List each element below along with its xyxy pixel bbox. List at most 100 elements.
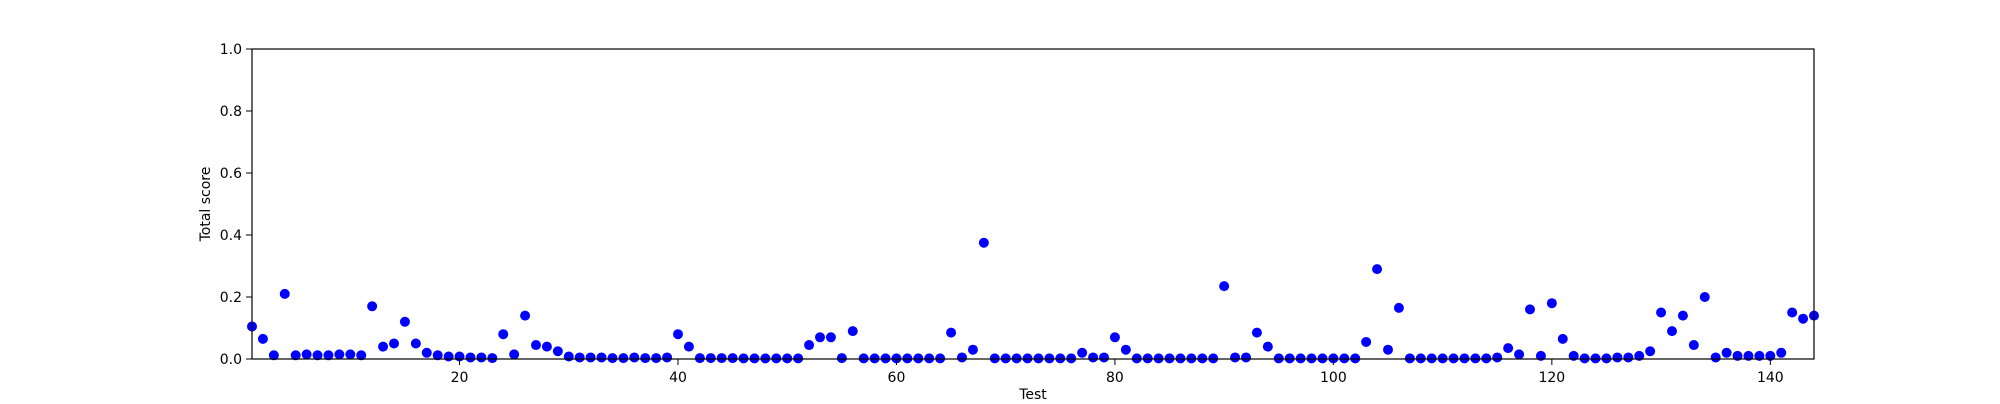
data-point (1131, 353, 1142, 364)
data-point (1667, 326, 1677, 337)
data-point (727, 353, 738, 364)
data-point (345, 349, 356, 360)
data-point (891, 353, 902, 364)
data-point (793, 353, 804, 364)
data-point (268, 350, 279, 361)
data-point (1339, 353, 1350, 364)
data-point (1328, 353, 1339, 364)
y-axis-label: Total score (198, 167, 214, 243)
data-point (1656, 307, 1667, 318)
data-point (443, 351, 454, 362)
data-point (847, 326, 858, 337)
data-point (323, 350, 334, 361)
x-tick-label: 120 (1538, 370, 1565, 386)
data-point (367, 301, 378, 312)
x-tick-label: 40 (669, 370, 687, 386)
data-point (1099, 352, 1109, 363)
data-point (1273, 353, 1284, 364)
data-point (935, 353, 946, 364)
data-point (1372, 264, 1383, 275)
data-point (782, 353, 793, 364)
data-point (760, 353, 771, 364)
data-point (1776, 347, 1787, 358)
data-point (683, 341, 694, 352)
data-point (1295, 353, 1306, 364)
data-point (1721, 347, 1732, 358)
data-point (716, 353, 727, 364)
data-point (1186, 353, 1197, 364)
data-point (1153, 353, 1164, 364)
y-tick-label: 0.2 (220, 290, 242, 306)
data-point (596, 352, 607, 363)
x-axis-label: Test (1018, 387, 1047, 400)
data-point (989, 353, 1000, 364)
data-point (541, 341, 552, 352)
data-point (880, 353, 891, 364)
data-point (1284, 353, 1295, 364)
data-point (1219, 281, 1230, 292)
data-point (1066, 353, 1077, 364)
data-point (1044, 353, 1055, 364)
data-point (1142, 353, 1153, 364)
data-point (389, 338, 399, 349)
data-point (618, 353, 629, 364)
data-point (290, 350, 301, 361)
data-point (825, 332, 836, 343)
data-point (967, 344, 978, 355)
data-point (662, 352, 673, 363)
x-tick-label: 60 (888, 370, 906, 386)
data-point (432, 350, 443, 361)
data-point (1601, 353, 1612, 364)
data-point (1514, 349, 1525, 360)
data-point (836, 353, 847, 364)
data-point (1109, 332, 1120, 343)
data-point (1787, 307, 1798, 318)
data-point (356, 350, 367, 361)
data-points (247, 237, 1819, 364)
data-point (1000, 353, 1011, 364)
data-point (301, 349, 312, 360)
data-point (1197, 353, 1208, 364)
data-point (1055, 353, 1066, 364)
data-point (978, 237, 989, 248)
data-point (869, 353, 880, 364)
data-point (1262, 341, 1273, 352)
data-point (1525, 304, 1535, 315)
x-axis-ticks: 20 40 60 80 100 120 140 (451, 359, 1784, 386)
data-point (1077, 347, 1088, 358)
data-point (421, 347, 432, 358)
plot-frame (251, 48, 1815, 360)
data-point (1426, 353, 1437, 364)
data-point (629, 352, 640, 363)
data-point (1699, 292, 1710, 302)
data-point (815, 332, 825, 343)
data-point (1448, 353, 1459, 364)
data-point (651, 353, 662, 364)
x-tick-label: 20 (451, 370, 469, 386)
data-point (1088, 352, 1099, 363)
data-point (957, 352, 967, 363)
data-point (563, 351, 574, 362)
data-point (1241, 352, 1251, 363)
data-point (574, 352, 585, 363)
data-point (1306, 353, 1317, 364)
data-point (334, 349, 345, 360)
data-point (673, 329, 683, 340)
data-point (1393, 302, 1404, 313)
data-point (1612, 352, 1623, 363)
data-point (1022, 353, 1033, 364)
data-point (257, 333, 268, 344)
data-point (1361, 336, 1372, 347)
y-tick-label: 0.6 (220, 166, 242, 182)
data-point (1623, 352, 1634, 363)
data-point (509, 349, 520, 360)
data-point (476, 352, 487, 363)
data-point (640, 353, 651, 364)
y-tick-label: 1.0 (220, 42, 242, 58)
data-point (378, 341, 389, 352)
data-point (902, 353, 913, 364)
y-tick-label: 0.4 (220, 228, 242, 244)
data-point (531, 340, 541, 351)
data-point (552, 346, 563, 357)
